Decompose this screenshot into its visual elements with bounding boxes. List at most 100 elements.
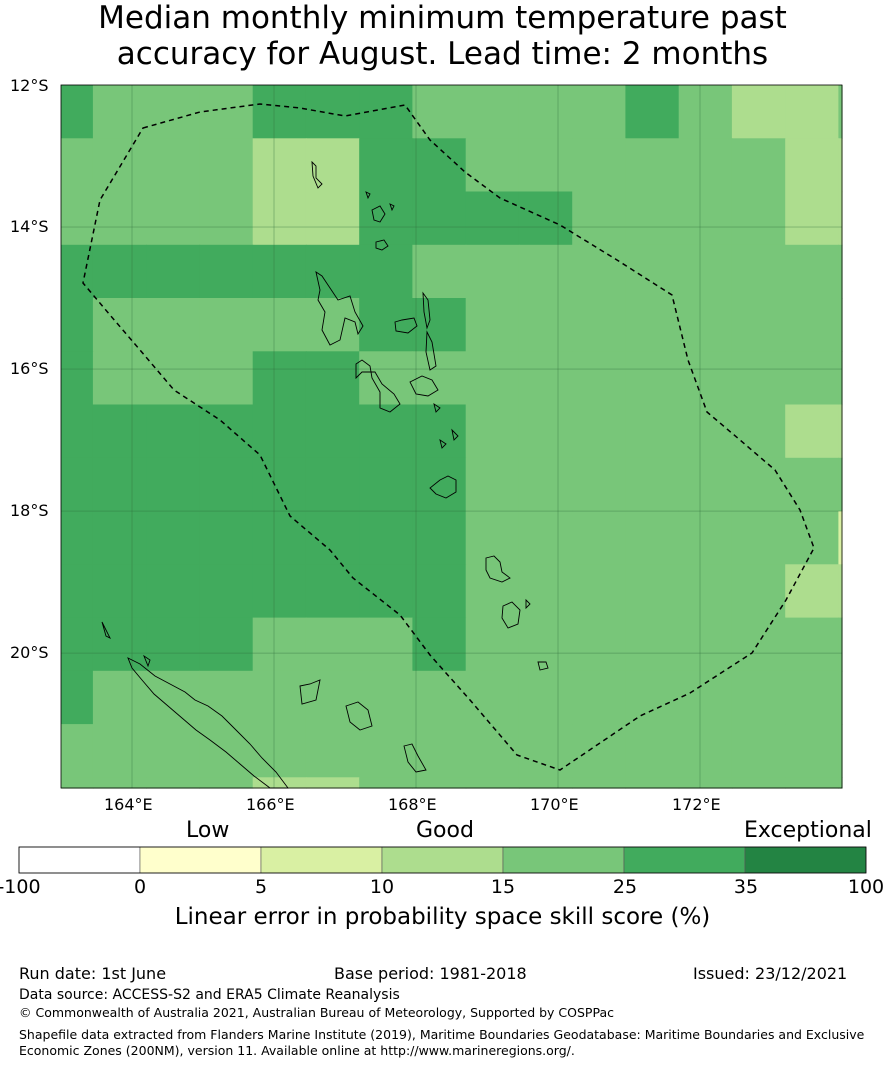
grid-cell (146, 564, 201, 619)
grid-cell (572, 777, 627, 789)
grid-cell (518, 670, 573, 725)
grid-cell (359, 244, 414, 299)
grid-cell (731, 457, 786, 512)
grid-cell (61, 351, 94, 406)
grid-cell (678, 670, 733, 725)
grid-cell (92, 351, 147, 406)
grid-cell (412, 85, 467, 139)
grid-cell (731, 244, 786, 299)
grid-cell (785, 298, 840, 352)
grid-cell (146, 511, 201, 565)
issued-date: Issued: 23/12/2021 (693, 964, 848, 983)
island-coast (425, 330, 437, 371)
grid-cell (731, 351, 786, 406)
grid-cell (465, 511, 520, 565)
grid-cell (678, 298, 733, 352)
shapefile-credit-1: Shapefile data extracted from Flanders M… (19, 1027, 865, 1042)
grid-cell (731, 564, 786, 619)
grid-cell (61, 564, 94, 619)
grid-cell (146, 670, 201, 725)
grid-cell (785, 777, 840, 789)
grid-cell (625, 511, 680, 565)
grid-cell (412, 564, 467, 619)
grid-cell (199, 244, 254, 299)
grid-cell (146, 244, 201, 299)
grid-cell (731, 298, 786, 352)
island-coast (433, 402, 441, 413)
grid-cell (838, 298, 843, 352)
grid-cell (359, 670, 414, 725)
grid-cell (199, 351, 254, 406)
island-coast (389, 203, 395, 212)
grid-cell (572, 351, 627, 406)
grid-cell (518, 138, 573, 193)
grid-cell (572, 670, 627, 725)
grid-cell (785, 244, 840, 299)
island-coast (525, 598, 531, 610)
grid-cell (412, 777, 467, 789)
island-coast (345, 701, 373, 731)
grid-cell (199, 298, 254, 352)
island-coast (451, 428, 459, 441)
map-frame (60, 84, 843, 789)
grid-cell (465, 670, 520, 725)
grid-cell (359, 191, 414, 246)
grid-cell (252, 191, 307, 246)
grid-cell (199, 85, 254, 139)
grid-cell (412, 511, 467, 565)
colorbar-tick: 25 (612, 876, 638, 898)
grid-cell (252, 298, 307, 352)
grid-cell (359, 351, 414, 406)
eez-boundary (82, 103, 815, 771)
grid-cell (305, 244, 360, 299)
lon-label: 164°E (104, 795, 153, 814)
grid-cell (199, 724, 254, 778)
island-coast (355, 359, 401, 413)
grid-cell (146, 191, 201, 246)
grid-cell (465, 191, 520, 246)
grid-cell (678, 191, 733, 246)
grid-cell (678, 404, 733, 459)
grid-cell (572, 244, 627, 299)
grid-cell (146, 617, 201, 672)
grid-cell (412, 404, 467, 459)
grid-cell (518, 777, 573, 789)
island-coast (403, 743, 427, 773)
colorbar-tick: 5 (254, 876, 268, 898)
colorbar-tick: 0 (133, 876, 147, 898)
shapefile-credit-2: Economic Zones (200NM), version 11. Avai… (19, 1043, 575, 1058)
grid-cell (572, 191, 627, 246)
grid-cell (465, 777, 520, 789)
grid-cell (625, 191, 680, 246)
grid-cell (252, 85, 307, 139)
island-coast (375, 239, 389, 251)
lon-label: 166°E (246, 795, 295, 814)
grid-cell (359, 138, 414, 193)
island-coast (501, 601, 521, 629)
grid-cell (625, 617, 680, 672)
run-date: Run date: 1st June (19, 964, 167, 983)
colorbar-title: Linear error in probability space skill … (174, 904, 711, 930)
island-coast (439, 438, 447, 449)
grid-cell (785, 670, 840, 725)
grid-cell (838, 244, 843, 299)
island-coast (311, 160, 323, 189)
grid-cell (731, 404, 786, 459)
colorbar-tick: 35 (733, 876, 759, 898)
lat-label: 20°S (10, 643, 49, 662)
grid-cell (785, 457, 840, 512)
graticule (61, 85, 842, 788)
grid-cell (305, 670, 360, 725)
grid-cell (572, 298, 627, 352)
colorbar-segment (18, 846, 141, 874)
colorbar-tick: 100 (847, 876, 885, 898)
colorbar-category-low: Low (186, 818, 230, 843)
grid-cell (838, 511, 843, 565)
grid-cell (199, 670, 254, 725)
grid-cell (61, 85, 94, 139)
grid-cell (92, 457, 147, 512)
grid-cell (61, 724, 94, 778)
title-line-1: Median monthly minimum temperature past (98, 0, 787, 36)
colorbar-frame (18, 846, 867, 874)
